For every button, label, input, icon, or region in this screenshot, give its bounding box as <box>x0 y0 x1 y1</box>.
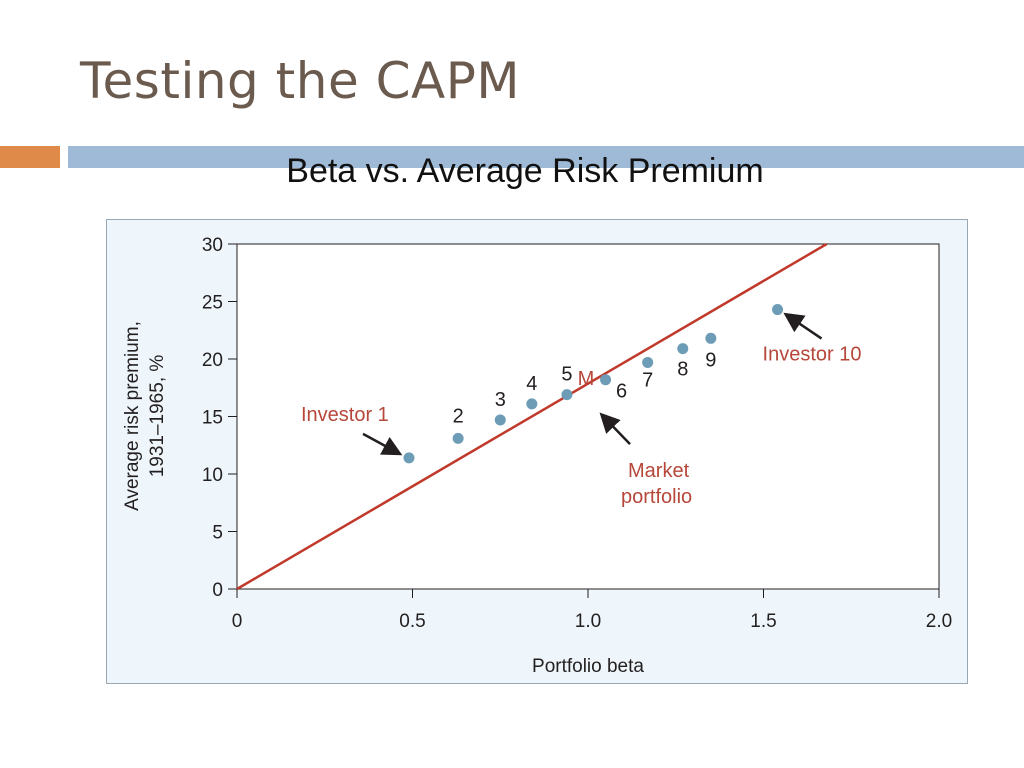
x-tick-label: 0.5 <box>399 611 425 632</box>
data-point <box>526 398 538 410</box>
data-point <box>452 432 464 444</box>
point-label: 6 <box>616 381 627 403</box>
data-point <box>705 332 717 344</box>
market-portfolio-label-line-1: Market <box>628 460 690 482</box>
y-tick-label: 30 <box>202 235 223 256</box>
x-axis-label: Portfolio beta <box>532 656 644 677</box>
security-market-line <box>236 242 828 591</box>
accent-bar-blue <box>68 146 1024 168</box>
data-point <box>677 343 689 355</box>
point-label: 8 <box>677 359 688 381</box>
data-point <box>494 414 506 426</box>
y-axis: 0 5 10 15 20 25 30 <box>202 235 237 601</box>
y-tick-label: 0 <box>212 580 223 601</box>
scatter-chart: 0 5 10 15 20 25 30 0 0.5 1.0 1.5 2.0 2 34 5 67 8 9 M Inve… <box>122 235 952 677</box>
y-tick-label: 20 <box>202 350 223 371</box>
data-point <box>561 389 573 401</box>
data-point <box>772 304 784 316</box>
point-label: 3 <box>495 389 506 411</box>
x-tick-label: 2.0 <box>926 611 952 632</box>
y-axis-label-line-1: Average risk premium, <box>122 321 143 511</box>
y-axis-label-line-2: 1931–1965, % <box>147 355 168 478</box>
point-label: 2 <box>453 405 464 427</box>
slide-title: Testing the CAPM <box>80 52 521 110</box>
data-series <box>236 242 828 591</box>
y-tick-label: 25 <box>202 293 223 314</box>
chart-annotations: 2 34 5 67 8 9 M Investor 1 Investor 10 Market port… <box>301 312 862 508</box>
y-tick-label: 10 <box>202 465 223 486</box>
data-point <box>403 452 415 464</box>
plot-area <box>236 243 940 590</box>
data-point <box>600 374 612 386</box>
point-label: 7 <box>642 369 653 391</box>
x-tick-label: 1.5 <box>750 611 776 632</box>
chart-frame: 0 5 10 15 20 25 30 0 0.5 1.0 1.5 2.0 2 3 4 5 6 7 8 9 M Inve… <box>106 219 968 684</box>
x-tick-label: 1.0 <box>575 611 601 632</box>
accent-bar-orange <box>0 146 60 168</box>
y-tick-label: 5 <box>212 523 223 544</box>
investor-10-label: Investor 10 <box>763 344 862 366</box>
data-point <box>642 356 654 368</box>
point-label: 4 <box>526 373 537 395</box>
investor-1-label: Investor 1 <box>301 404 389 426</box>
market-portfolio-label-line-2: portfolio <box>621 486 692 508</box>
market-portfolio-arrow <box>599 412 631 446</box>
chart-subtitle: Beta vs. Average Risk Premium <box>286 152 764 190</box>
point-label: 9 <box>705 349 716 371</box>
point-label: 5 <box>561 364 572 386</box>
investor-10-arrow <box>783 312 823 340</box>
x-axis: 0 0.5 1.0 1.5 2.0 <box>232 589 952 632</box>
x-tick-label: 0 <box>232 611 243 632</box>
y-tick-label: 15 <box>202 408 223 429</box>
investor-1-arrow <box>362 432 403 456</box>
market-point-label: M <box>578 368 595 390</box>
